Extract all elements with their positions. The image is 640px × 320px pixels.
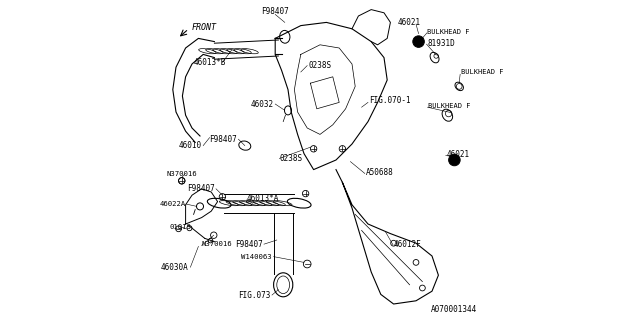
Text: 46032: 46032 [250,100,274,108]
Text: F98407: F98407 [235,240,262,249]
Circle shape [413,36,424,47]
Text: F98407: F98407 [209,135,237,144]
Text: F98407: F98407 [261,7,289,16]
Text: FIG.070-1: FIG.070-1 [369,96,410,105]
Text: 46021: 46021 [398,18,421,27]
Text: 46021: 46021 [447,150,470,159]
Text: BULKHEAD F: BULKHEAD F [428,29,470,35]
Text: FRONT: FRONT [192,23,217,32]
Text: 46013*B: 46013*B [193,58,226,67]
Text: BULKHEAD F: BULKHEAD F [428,103,470,108]
Polygon shape [336,170,438,304]
Text: BULKHEAD F: BULKHEAD F [461,69,503,75]
Text: 46022A: 46022A [159,201,186,207]
Text: A070001344: A070001344 [431,305,477,314]
Text: N370016: N370016 [202,241,232,247]
Text: 0101S: 0101S [170,224,191,230]
Polygon shape [352,10,390,45]
Text: 46013*A: 46013*A [246,194,279,203]
Text: 0238S: 0238S [308,61,332,70]
Text: 46010: 46010 [179,141,202,150]
Text: F98407: F98407 [187,184,214,193]
Text: 81931D: 81931D [428,39,455,48]
Text: 46012F: 46012F [394,240,421,249]
Text: W140063: W140063 [241,254,272,260]
Text: A50688: A50688 [365,168,393,177]
Text: 0238S: 0238S [280,154,303,163]
Polygon shape [275,22,387,170]
Text: N370016: N370016 [166,172,197,177]
Circle shape [449,154,460,166]
Text: FIG.073: FIG.073 [238,292,270,300]
Text: 46030A: 46030A [161,263,189,272]
